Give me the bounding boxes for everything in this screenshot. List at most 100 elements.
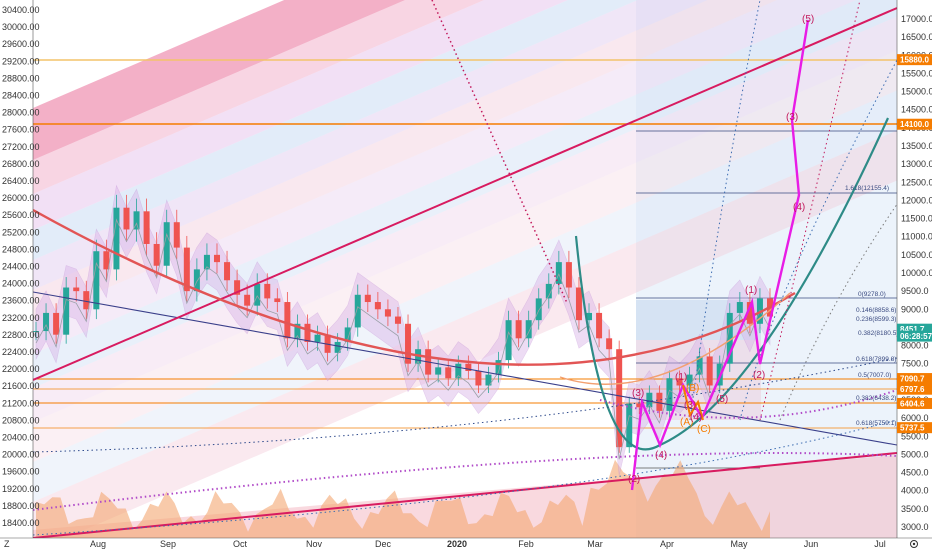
left-axis-tick: 23600.00: [2, 296, 40, 306]
candle-body: [465, 363, 472, 371]
right-axis-tick: 9000.0: [901, 304, 929, 314]
wave-label: (A): [680, 417, 693, 428]
wave-labels: (1) (2) (3) (4) (5) (1) (2) (3) (4) (5) …: [628, 14, 814, 485]
candle-body: [133, 211, 140, 230]
candle-body: [666, 378, 673, 411]
candle-body: [93, 251, 100, 310]
fib-label: 1.618(12155.4): [845, 185, 889, 192]
dotted-curve: [33, 419, 897, 536]
fib-label: 0.5(7007.0): [858, 372, 891, 379]
right-axis-tick: 5000.0: [901, 449, 929, 459]
wave-label: (1): [745, 285, 757, 296]
candle-body: [535, 298, 542, 321]
left-axis-tick: 18800.00: [2, 501, 40, 511]
candle-body: [525, 320, 532, 339]
right-axis-tick: 14500.0: [901, 105, 932, 115]
timezone-icon[interactable]: Z: [4, 539, 10, 549]
candle-body: [53, 312, 60, 335]
candle-body: [736, 302, 743, 313]
dotted-curve: [739, 59, 897, 421]
left-axis-tick: 27200.00: [2, 142, 40, 152]
channel-band: [33, 16, 897, 422]
right-axis-tick: 5500.0: [901, 431, 929, 441]
candle-body: [264, 283, 271, 299]
abc-correction: [682, 384, 704, 421]
left-axis-tick: 22000.00: [2, 364, 40, 374]
candle-body: [394, 316, 401, 324]
wave-label: (3): [632, 388, 644, 399]
left-price-axis[interactable]: [0, 0, 33, 538]
left-axis-tick: 25600.00: [2, 210, 40, 220]
fib-label: 0.382(6438.2): [856, 395, 896, 402]
candle-body: [173, 222, 180, 248]
candle-body: [565, 262, 572, 288]
dotted-curve: [33, 357, 897, 453]
left-axis-tick: 21600.00: [2, 381, 40, 391]
fib-label: 0.618(7899.8): [856, 356, 896, 363]
settings-icon[interactable]: [910, 540, 918, 548]
time-axis-tick: Mar: [587, 539, 603, 549]
left-axis-tick: 25200.00: [2, 227, 40, 237]
candle-body: [193, 269, 200, 292]
dotted-trend: [431, 0, 568, 304]
candle-body: [726, 312, 733, 364]
left-axis-tick: 27600.00: [2, 125, 40, 135]
candle-body: [646, 392, 653, 408]
right-axis-tick: 9500.0: [901, 286, 929, 296]
time-axis[interactable]: [0, 538, 932, 550]
candle-body: [374, 302, 381, 310]
price-tag: 6404.6: [897, 397, 932, 409]
left-axis-tick: 24800.00: [2, 244, 40, 254]
channel-band: [33, 50, 897, 462]
candle-body: [344, 327, 351, 342]
candle-body: [314, 334, 321, 342]
candle-body: [153, 243, 160, 266]
candle-body: [455, 363, 462, 379]
time-axis-tick: Feb: [518, 539, 534, 549]
time-axis-tick: Dec: [375, 539, 392, 549]
candle-body: [706, 356, 713, 386]
svg-text:15880.0: 15880.0: [900, 56, 929, 65]
wave-label: (B): [686, 383, 699, 394]
wave-label: (5): [716, 394, 728, 405]
price-tag: 15880.0: [897, 54, 932, 66]
lower-channel-line: [33, 452, 897, 538]
fib-label: 0.382(8180.5): [858, 330, 898, 337]
fib-label: 0(9278.0): [858, 291, 886, 298]
left-axis-tick: 26000.00: [2, 193, 40, 203]
candle-body: [224, 262, 231, 281]
price-tag: 06:28:57: [897, 330, 932, 342]
candle-body: [334, 341, 341, 353]
plot-area[interactable]: [33, 0, 900, 550]
candle-body: [686, 374, 693, 386]
left-axis-tick: 24400.00: [2, 262, 40, 272]
right-axis-tick: 4000.0: [901, 486, 929, 496]
left-axis-tick: 29600.00: [2, 39, 40, 49]
wave-label: (1): [675, 372, 687, 383]
left-axis-tick: 19600.00: [2, 467, 40, 477]
left-axis-tick: 30400.00: [2, 5, 40, 15]
channel-band: [33, 130, 897, 538]
left-axis-tick: 26800.00: [2, 159, 40, 169]
candle-body: [63, 287, 70, 335]
candle-body: [505, 320, 512, 361]
candle-body: [485, 374, 492, 386]
price-tag: 5737.5: [897, 422, 932, 434]
time-axis-ticks: Aug Sep Oct Nov Dec 2020 Feb Mar Apr May Jun Jul: [90, 539, 886, 549]
candle-body: [294, 323, 301, 339]
right-axis-tick: 8000.0: [901, 341, 929, 351]
right-axis-tick: 7500.0: [901, 359, 929, 369]
right-axis-tick: 11000.0: [901, 232, 932, 242]
left-axis-tick: 20000.00: [2, 450, 40, 460]
time-axis-tick: Jul: [874, 539, 886, 549]
right-price-axis[interactable]: [897, 0, 932, 538]
price-tags: 15880.0 14100.0 8451.706:28:57 7090.76797.6…: [897, 54, 932, 434]
candle-body: [123, 207, 130, 230]
candle-body: [586, 312, 593, 321]
wave-label: (3): [786, 112, 798, 123]
candle-body: [163, 222, 170, 266]
left-axis-tick: 28800.00: [2, 73, 40, 83]
wave-label: (5): [802, 14, 814, 25]
candle-body: [626, 403, 633, 448]
candle-body: [354, 294, 361, 328]
